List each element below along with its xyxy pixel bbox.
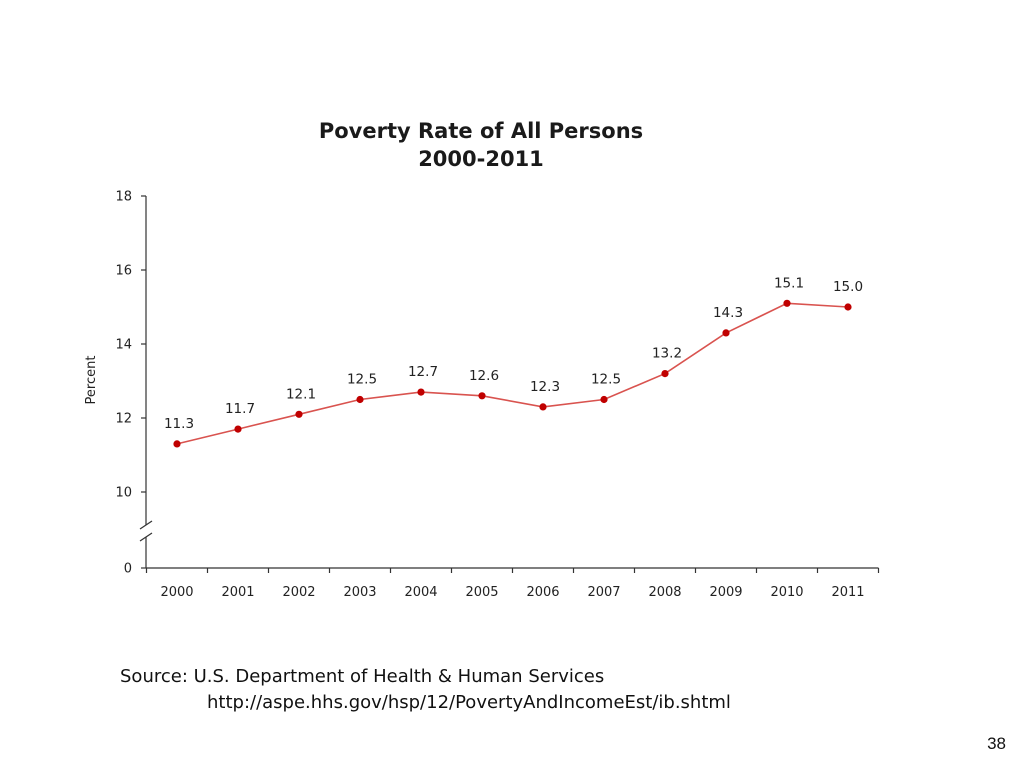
data-label: 12.6 <box>469 368 499 384</box>
data-point <box>478 392 486 400</box>
data-label: 14.3 <box>713 305 743 321</box>
x-tick-label: 2000 <box>160 585 193 600</box>
data-label: 12.5 <box>591 372 621 388</box>
axis-break-mark <box>139 532 153 542</box>
data-label: 11.7 <box>225 401 255 417</box>
data-label: 12.5 <box>347 372 377 388</box>
data-point <box>356 395 364 404</box>
x-tick-label: 2004 <box>404 585 437 600</box>
series-line <box>176 302 849 445</box>
axes: 0 10 12 14 16 18 2000 2001 2002 2003 2004 2005 2006 2… <box>115 190 880 600</box>
data-label: 12.3 <box>530 379 560 395</box>
y-tick-label: 0 <box>124 562 132 577</box>
x-tick-label: 2005 <box>465 585 498 600</box>
x-tick-label: 2011 <box>831 585 864 600</box>
y-tick-label: 18 <box>115 190 132 205</box>
data-point <box>844 303 852 311</box>
chart-title: Poverty Rate of All Persons <box>319 119 643 143</box>
data-point <box>600 395 608 404</box>
data-label: 12.7 <box>408 364 438 380</box>
y-tick-label: 16 <box>115 264 132 279</box>
x-tick-label: 2006 <box>526 585 559 600</box>
y-tick-label: 10 <box>115 486 132 501</box>
x-tick-label: 2009 <box>709 585 742 600</box>
chart-marks: 11.3 11.7 12.1 12.5 12.7 12.6 12.3 12.5 13.2 14.3… <box>164 275 863 448</box>
data-label: 12.1 <box>286 386 316 402</box>
source-citation: Source: U.S. Department of Health & Huma… <box>120 664 731 716</box>
x-tick-label: 2010 <box>770 585 803 600</box>
data-label: 15.1 <box>774 275 804 291</box>
source-url[interactable]: http://aspe.hhs.gov/hsp/12/PovertyAndInc… <box>207 692 731 713</box>
x-tick-label: 2003 <box>343 585 376 600</box>
y-tick-label: 12 <box>115 412 132 427</box>
axis-break-mark <box>139 520 153 530</box>
chart-subtitle: 2000-2011 <box>418 147 544 171</box>
data-label: 13.2 <box>652 346 682 362</box>
x-tick-label: 2002 <box>282 585 315 600</box>
data-point <box>722 329 730 337</box>
data-point <box>661 370 669 378</box>
data-point <box>783 299 791 307</box>
data-point <box>295 410 303 418</box>
source-label: Source: U.S. Department of Health & Huma… <box>120 666 605 687</box>
poverty-rate-chart: Poverty Rate of All Persons 2000-2011 Pe… <box>84 119 880 600</box>
x-tick-label: 2007 <box>587 585 620 600</box>
data-label: 15.0 <box>833 279 863 295</box>
slide-number: 38 <box>987 734 1006 753</box>
y-axis-label: Percent <box>84 356 99 405</box>
data-label: 11.3 <box>164 416 194 432</box>
data-point <box>539 403 547 411</box>
y-tick-label: 14 <box>115 338 132 353</box>
x-tick-label: 2008 <box>648 585 681 600</box>
data-point <box>234 425 242 433</box>
data-point <box>173 440 181 448</box>
data-point <box>417 388 425 396</box>
x-tick-label: 2001 <box>221 585 254 600</box>
